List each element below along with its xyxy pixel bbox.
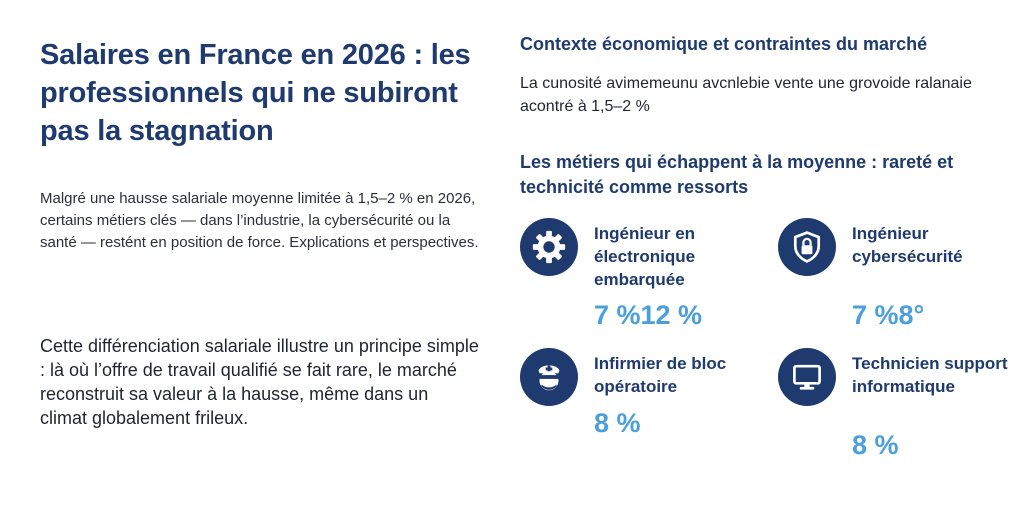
job-value: 8 % <box>594 408 641 438</box>
job-value: 8 % <box>852 430 899 460</box>
jobs-heading: Les métiers qui échappent à la moyenne :… <box>520 152 954 197</box>
intro-paragraph: Malgré une hausse salariale moyenne limi… <box>40 190 479 251</box>
job-name: Technicien support informatique <box>852 354 1008 396</box>
shield-lock-icon <box>778 218 836 276</box>
gear-icon <box>520 218 578 276</box>
job-value: 7 %12 % <box>594 300 703 330</box>
job-name: Ingénieur cybersécurité <box>852 224 963 266</box>
nurse-icon <box>520 348 578 406</box>
job-value: 7 %8° <box>852 300 925 330</box>
context-text: La cunosité avimemeunu avcnlebie vente u… <box>520 75 972 115</box>
monitor-icon <box>778 348 836 406</box>
job-name: Ingénieur en électronique embarquée <box>594 224 696 289</box>
context-heading: Contexte économique et contraintes du ma… <box>520 34 928 54</box>
page-title: Salaires en France en 2026 : les profess… <box>40 39 471 147</box>
conclusion-paragraph: Cette différenciation salariale illustre… <box>40 336 479 428</box>
job-name: Infirmier de bloc opératoire <box>594 354 727 396</box>
